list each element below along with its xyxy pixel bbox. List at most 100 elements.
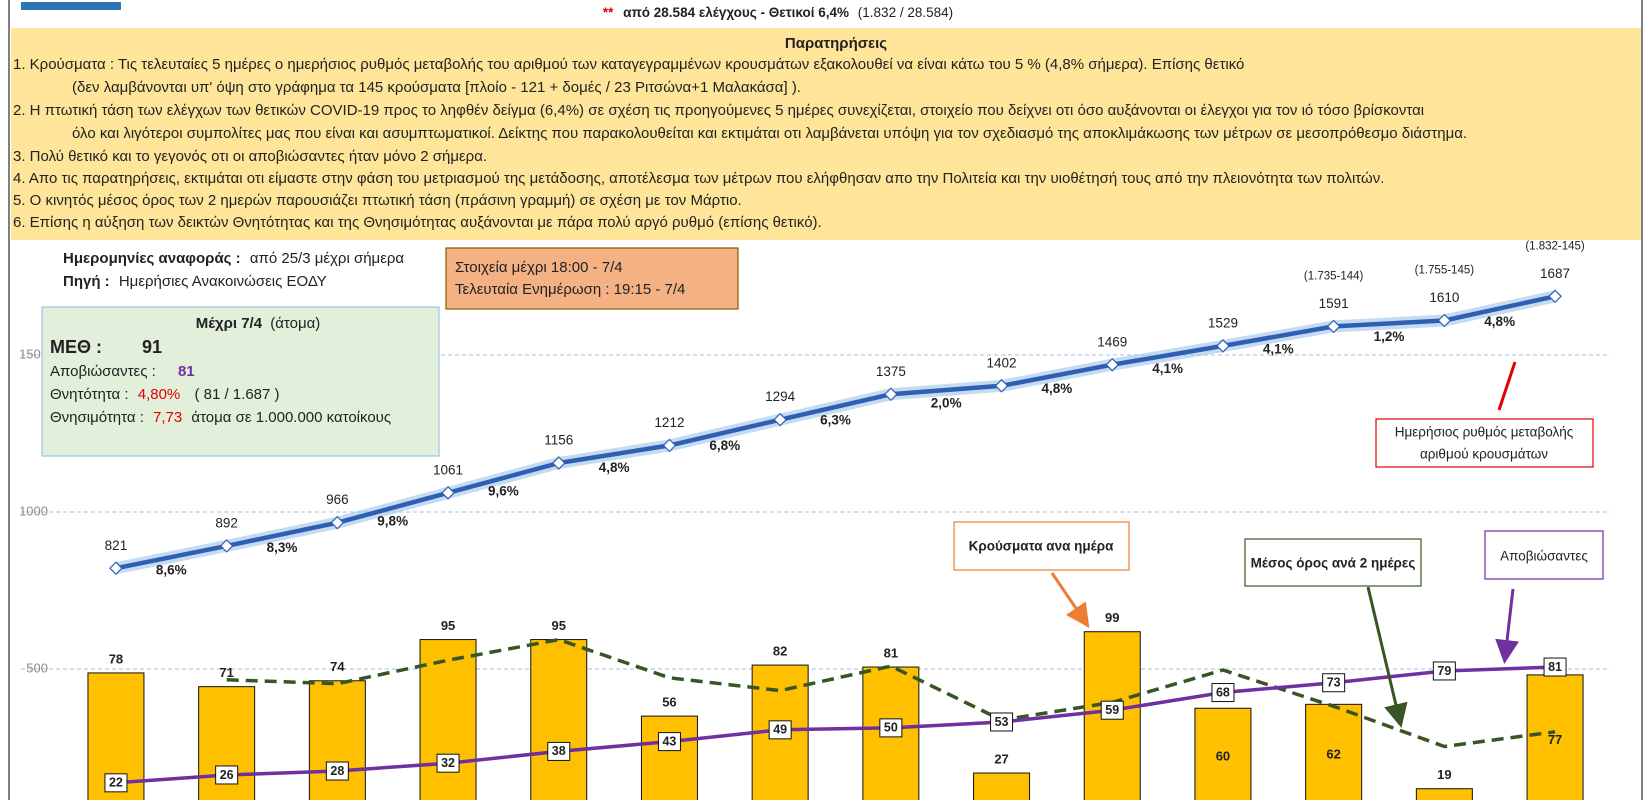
point-marker bbox=[1548, 289, 1562, 304]
rate-label: 8,3% bbox=[267, 540, 298, 555]
notes: 1. Κρούσματα : Τις τελευταίες 5 ημέρες ο… bbox=[13, 56, 1467, 231]
bar bbox=[308, 680, 366, 800]
point-marker bbox=[884, 387, 898, 402]
bar bbox=[1305, 703, 1363, 800]
reference-source-value: Ημερήσιες Ανακοινώσεις ΕΟΔΥ bbox=[119, 273, 327, 290]
point-label-box bbox=[104, 773, 128, 793]
bar-label: 77 bbox=[1548, 732, 1562, 747]
point-note: (1.755-145) bbox=[1415, 264, 1475, 276]
summary-box bbox=[41, 306, 440, 457]
update-last: Τελευταία Ενημέρωση : 19:15 - 7/4 bbox=[455, 281, 685, 298]
summary-icu-label: ΜΕΘ : bbox=[50, 337, 102, 357]
line bbox=[115, 665, 1556, 785]
point-marker bbox=[1216, 339, 1230, 353]
bar-label: 82 bbox=[773, 644, 787, 659]
point-label: 49 bbox=[773, 723, 787, 737]
note-line: 2. Η πτωτική τάση των ελέγχων των θετικώ… bbox=[13, 102, 1424, 119]
point-label: 68 bbox=[1216, 685, 1230, 699]
bar-label: 56 bbox=[662, 695, 676, 710]
point-label-box bbox=[657, 732, 681, 752]
rate-label: 2,0% bbox=[931, 396, 962, 411]
header-stars: ** bbox=[603, 5, 614, 20]
summary-mortality-label: Θνησιμότητα : bbox=[50, 409, 144, 426]
plot-area: 5001000150020002500787174959556828127996… bbox=[19, 32, 1611, 800]
point-label: 73 bbox=[1327, 676, 1341, 690]
summary-deaths-row: Αποβιώσαντες : 81 bbox=[50, 363, 195, 380]
bar bbox=[973, 772, 1031, 800]
point-label: 1294 bbox=[765, 389, 796, 404]
point-label: 79 bbox=[1437, 664, 1451, 678]
bar bbox=[1526, 674, 1584, 800]
y-tick-label: 1000 bbox=[19, 503, 48, 518]
point-note: (1.832-145) bbox=[1525, 240, 1585, 252]
point-marker bbox=[1437, 313, 1452, 328]
point-label-box bbox=[879, 718, 903, 738]
update-data-until: Στοιχεία μέχρι 18:00 - 7/4 bbox=[455, 259, 623, 276]
point-label: 1156 bbox=[544, 433, 573, 448]
point-label: 892 bbox=[215, 515, 238, 530]
point-marker bbox=[330, 515, 345, 530]
top-accent bbox=[21, 2, 121, 10]
reference-dates-label: Ημερομηνίες αναφοράς : bbox=[63, 250, 241, 267]
bar-label: 27 bbox=[994, 751, 1008, 766]
rate-label: 4,8% bbox=[1042, 381, 1073, 396]
summary-icu: 91 bbox=[142, 337, 162, 357]
summary-cfr-label: Θνητότητα : bbox=[50, 386, 129, 403]
point-label-box bbox=[1543, 657, 1567, 677]
bar-label: 95 bbox=[441, 618, 455, 633]
summary-deaths-label: Αποβιώσαντες : bbox=[50, 363, 156, 380]
point-label-box bbox=[547, 741, 571, 761]
deaths-callout-box bbox=[1484, 530, 1604, 580]
rate-label: 4,8% bbox=[1484, 314, 1515, 329]
bar-label: 71 bbox=[219, 665, 233, 680]
header-text: από 28.584 ελέγχους - Θετικοί 6,4% bbox=[623, 5, 849, 20]
notes-box bbox=[11, 28, 1641, 240]
point-label: 1375 bbox=[876, 364, 906, 379]
line bbox=[115, 294, 1556, 571]
bar-label: 95 bbox=[552, 618, 566, 633]
point-marker bbox=[662, 438, 677, 453]
bar-label: 60 bbox=[1216, 749, 1230, 764]
point-label: 1610 bbox=[1429, 290, 1459, 305]
point-label-box bbox=[215, 765, 239, 785]
reference-source-label: Πηγή : bbox=[63, 273, 110, 290]
reference-dates-value: από 25/3 μέχρι σήμερα bbox=[250, 250, 405, 267]
point-label-box bbox=[325, 761, 349, 781]
ma-callout-arrow bbox=[1366, 586, 1408, 728]
point-marker bbox=[219, 539, 234, 553]
summary-mortality-unit: άτομα σε 1.000.000 κατοίκους bbox=[191, 409, 391, 426]
summary-cfr-detail: ( 81 / 1.687 ) bbox=[194, 386, 279, 403]
bars-callout: Κρούσματα ανα ημέρα bbox=[969, 539, 1115, 554]
summary-mortality: 7,73 bbox=[153, 409, 182, 426]
notes-title: Παρατηρήσεις bbox=[785, 35, 887, 52]
point-label: 1687 bbox=[1540, 266, 1570, 281]
reference-source: Πηγή : Ημερήσιες Ανακοινώσεις ΕΟΔΥ bbox=[63, 273, 327, 290]
note-line: όλο και λιγότεροι συμπολίτες μας που είν… bbox=[72, 125, 1467, 142]
rate-label: 6,8% bbox=[709, 438, 740, 453]
point-marker bbox=[994, 378, 1009, 393]
rate-callout-box bbox=[1375, 418, 1594, 468]
point-label: 1402 bbox=[987, 355, 1017, 370]
bar bbox=[530, 639, 588, 800]
header-detail: (1.832 / 28.584) bbox=[858, 5, 953, 20]
point-label: 821 bbox=[105, 538, 128, 553]
point-label: 32 bbox=[441, 756, 455, 770]
note-line: (δεν λαμβάνονται υπ' όψη στο γράφημα τα … bbox=[72, 79, 801, 96]
bars-callout-arrow bbox=[1050, 572, 1090, 628]
point-label: 1061 bbox=[433, 462, 463, 477]
point-marker bbox=[551, 456, 566, 470]
rate-label: 4,8% bbox=[599, 460, 630, 475]
point-label: 43 bbox=[662, 734, 676, 748]
point-marker bbox=[109, 561, 123, 576]
summary-cfr: 4,80% bbox=[138, 386, 181, 403]
point-marker bbox=[441, 485, 455, 500]
point-label: 22 bbox=[109, 776, 123, 790]
rate-label: 6,3% bbox=[820, 413, 851, 428]
rate-label: 9,8% bbox=[377, 513, 408, 528]
summary-title: Μέχρι 7/4 (άτομα) bbox=[196, 315, 321, 332]
point-marker bbox=[1326, 319, 1341, 334]
bar-label: 81 bbox=[884, 645, 898, 660]
point-label-box bbox=[1211, 683, 1235, 703]
